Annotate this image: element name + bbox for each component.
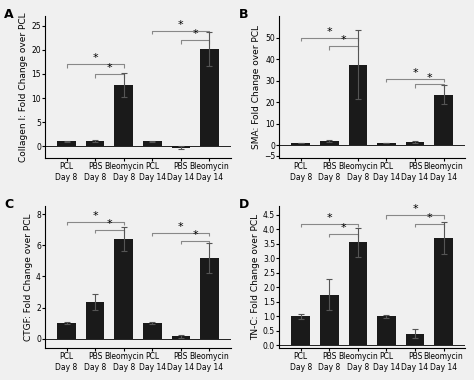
Text: *: * bbox=[341, 223, 346, 233]
Text: A: A bbox=[4, 8, 14, 21]
Bar bbox=[172, 336, 190, 339]
Bar bbox=[348, 242, 367, 345]
Text: C: C bbox=[4, 198, 13, 211]
Text: *: * bbox=[92, 211, 98, 221]
Text: *: * bbox=[92, 53, 98, 63]
Text: *: * bbox=[192, 29, 198, 39]
Bar bbox=[320, 141, 338, 145]
Text: *: * bbox=[412, 68, 418, 78]
Bar bbox=[292, 316, 310, 345]
Bar bbox=[172, 146, 190, 147]
Bar bbox=[348, 65, 367, 145]
Bar bbox=[86, 302, 104, 339]
Bar bbox=[406, 334, 424, 345]
Bar bbox=[114, 85, 133, 146]
Bar bbox=[377, 316, 396, 345]
Text: *: * bbox=[107, 218, 112, 229]
Bar bbox=[57, 141, 76, 146]
Y-axis label: CTGF: Fold Change over PCL: CTGF: Fold Change over PCL bbox=[24, 214, 33, 341]
Text: *: * bbox=[327, 27, 332, 37]
Bar bbox=[57, 323, 76, 339]
Text: *: * bbox=[107, 63, 112, 73]
Bar bbox=[434, 238, 453, 345]
Bar bbox=[434, 95, 453, 145]
Text: *: * bbox=[341, 35, 346, 45]
Bar bbox=[143, 141, 162, 146]
Text: *: * bbox=[412, 204, 418, 214]
Bar bbox=[406, 142, 424, 145]
Bar bbox=[114, 239, 133, 339]
Bar bbox=[292, 143, 310, 145]
Y-axis label: Collagen I: Fold Change over PCL: Collagen I: Fold Change over PCL bbox=[19, 13, 28, 162]
Text: *: * bbox=[192, 230, 198, 239]
Text: *: * bbox=[427, 73, 432, 83]
Bar bbox=[320, 294, 338, 345]
Y-axis label: TN-C: Fold Change over PCL: TN-C: Fold Change over PCL bbox=[251, 214, 260, 340]
Bar bbox=[200, 49, 219, 146]
Bar bbox=[143, 323, 162, 339]
Bar bbox=[377, 143, 396, 145]
Bar bbox=[86, 141, 104, 146]
Y-axis label: SMA: Fold Change over PCL: SMA: Fold Change over PCL bbox=[252, 25, 261, 149]
Text: *: * bbox=[178, 20, 183, 30]
Text: *: * bbox=[327, 213, 332, 223]
Text: D: D bbox=[238, 198, 249, 211]
Text: *: * bbox=[427, 213, 432, 223]
Bar bbox=[200, 258, 219, 339]
Text: *: * bbox=[178, 222, 183, 232]
Text: B: B bbox=[238, 8, 248, 21]
